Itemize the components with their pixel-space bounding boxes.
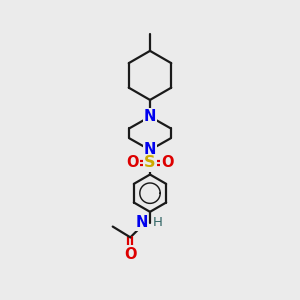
Text: H: H bbox=[152, 216, 162, 229]
Text: O: O bbox=[124, 247, 136, 262]
Text: S: S bbox=[144, 155, 156, 170]
Text: O: O bbox=[161, 155, 174, 170]
Text: N: N bbox=[135, 215, 148, 230]
Text: N: N bbox=[144, 109, 156, 124]
Text: O: O bbox=[126, 155, 139, 170]
Text: N: N bbox=[144, 142, 156, 158]
